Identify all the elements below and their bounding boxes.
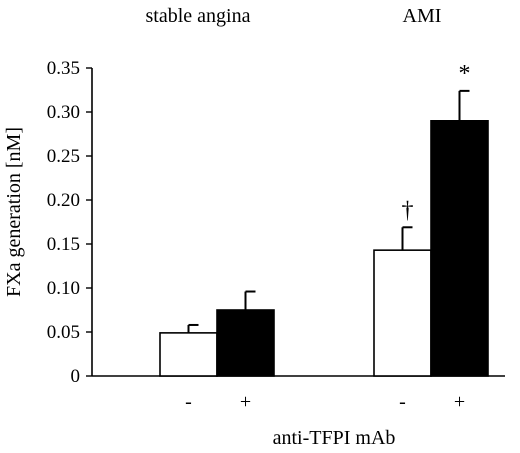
treatment-sign-label: + <box>240 391 251 413</box>
treatment-sign-label: - <box>185 391 192 413</box>
group-label-stable-angina: stable angina <box>146 5 251 27</box>
y-tick-label: 0.10 <box>47 278 80 299</box>
bar <box>159 332 218 377</box>
treatment-sign-label: + <box>454 391 465 413</box>
significance-marker: * <box>459 61 471 87</box>
bar <box>373 249 432 377</box>
y-tick-label: 0.15 <box>47 234 80 255</box>
group-label-ami: AMI <box>403 5 442 27</box>
y-tick-label: 0.30 <box>47 102 80 123</box>
y-tick-label: 0.35 <box>47 58 80 79</box>
bar <box>216 309 275 377</box>
y-tick-label: 0 <box>71 366 81 387</box>
x-axis-label: anti-TFPI mAb <box>273 427 396 448</box>
y-tick-label: 0.20 <box>47 190 80 211</box>
bar <box>430 120 489 377</box>
y-axis-label: FXa generation [nM] <box>3 127 25 297</box>
significance-marker: † <box>402 197 414 223</box>
y-tick-label: 0.05 <box>47 322 80 343</box>
treatment-sign-label: - <box>399 391 406 413</box>
y-tick-label: 0.25 <box>47 146 80 167</box>
